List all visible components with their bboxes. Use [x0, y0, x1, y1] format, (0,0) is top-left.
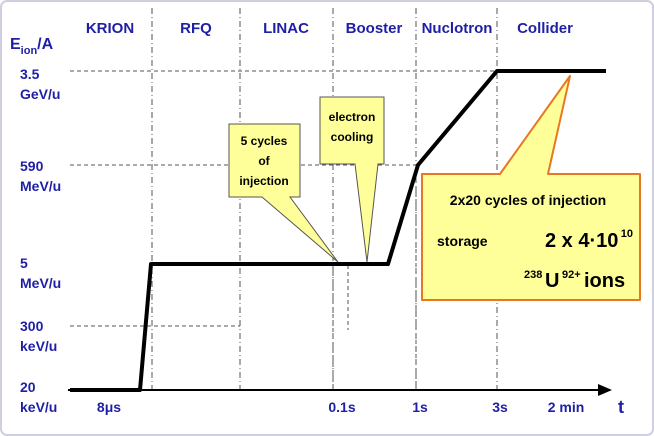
- callout-collider-element: U: [545, 270, 559, 292]
- stage-linac: LINAC: [263, 20, 309, 37]
- callout-injection-line2: of: [258, 154, 270, 168]
- callout-injection-shape: [228, 123, 339, 263]
- y-tick-590-unit: MeV/u: [20, 178, 61, 194]
- y-tick-590: 590: [20, 158, 44, 174]
- x-tick-8us: 8μs: [97, 399, 121, 415]
- x-tick-2min: 2 min: [548, 399, 585, 415]
- callout-injection-line3: injection: [239, 174, 288, 188]
- callout-cooling: electron cooling: [319, 96, 385, 263]
- y-axis-label: Eion/A: [10, 36, 54, 57]
- y-tick-5-unit: MeV/u: [20, 275, 61, 291]
- energy-curve: [70, 69, 606, 392]
- callout-collider-shape: [421, 75, 641, 301]
- callout-injection: 5 cycles of injection: [228, 123, 339, 263]
- callout-collider-line1: 2x20 cycles of injection: [450, 192, 606, 208]
- callout-collider-isotope-mass: 238: [524, 269, 542, 281]
- callout-cooling-line1: electron: [329, 110, 376, 124]
- y-tick-20-unit: keV/u: [20, 399, 57, 415]
- x-axis-label: t: [618, 397, 624, 417]
- callout-collider-exponent: 10: [621, 228, 633, 240]
- y-tick-300-unit: keV/u: [20, 338, 57, 354]
- y-tick-20: 20: [20, 379, 36, 395]
- y-tick-300: 300: [20, 318, 44, 334]
- x-tick-3s: 3s: [492, 399, 508, 415]
- callout-collider-storage-label: storage: [437, 233, 488, 249]
- x-axis-arrow-icon: [598, 384, 612, 396]
- y-tick-5: 5: [20, 255, 28, 271]
- callout-collider-formula: 2 x 4·10: [545, 230, 618, 252]
- x-tick-0.1s: 0.1s: [328, 399, 355, 415]
- stage-collider: Collider: [517, 20, 573, 37]
- y-tick-3.5: 3.5: [20, 66, 40, 82]
- callout-injection-line1: 5 cycles: [241, 134, 288, 148]
- stage-nuclotron: Nuclotron: [422, 20, 493, 37]
- callout-collider: 2x20 cycles of injection storage 2 x 4·1…: [421, 75, 641, 301]
- callout-cooling-line2: cooling: [331, 130, 374, 144]
- x-ticks: 8μs 0.1s 1s 3s 2 min: [97, 399, 584, 415]
- stage-booster: Booster: [346, 20, 403, 37]
- stage-rfq: RFQ: [180, 20, 212, 37]
- y-tick-3.5-unit: GeV/u: [20, 86, 60, 102]
- callout-cooling-shape: [319, 96, 385, 263]
- callout-collider-charge: 92+: [562, 269, 581, 281]
- x-tick-1s: 1s: [412, 399, 428, 415]
- stage-krion: KRION: [86, 20, 134, 37]
- callout-collider-ions: ions: [584, 270, 625, 292]
- y-ticks: 3.5 GeV/u 590 MeV/u 5 MeV/u 300 keV/u 20…: [20, 66, 61, 415]
